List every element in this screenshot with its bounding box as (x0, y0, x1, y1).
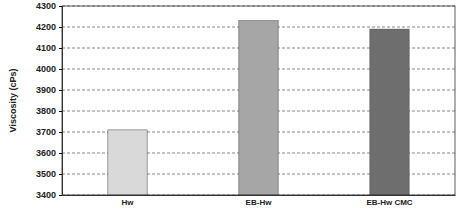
y-tick: 4000 (36, 64, 62, 74)
grid (62, 6, 455, 195)
y-tick: 3400 (36, 190, 62, 200)
x-tick-label: Hw (122, 198, 135, 207)
plot: 3400 3500 3600 3700 3800 3900 4000 4100 4200 4300… (36, 1, 456, 207)
bar (239, 21, 278, 195)
y-tick-mark (59, 174, 62, 175)
y-axis-line (59, 7, 63, 196)
y-tick-mark (59, 195, 62, 196)
bars (108, 21, 409, 195)
y-tick-mark (59, 69, 62, 70)
y-tick-label: 3800 (36, 106, 56, 116)
y-tick: 4200 (36, 22, 62, 32)
y-tick-mark (59, 111, 62, 112)
y-tick-mark (59, 6, 62, 7)
y-tick: 3900 (36, 85, 62, 95)
y-tick: 3800 (36, 106, 62, 116)
y-tick-label: 4300 (36, 1, 56, 11)
y-tick-mark (59, 153, 62, 154)
y-tick-label: 3700 (36, 127, 56, 137)
y-tick-mark (59, 90, 62, 91)
y-tick: 3600 (36, 148, 62, 158)
plot-frame (62, 6, 455, 195)
y-tick-mark (59, 27, 62, 28)
y-tick: 4300 (36, 1, 62, 11)
y-tick: 3700 (36, 127, 62, 137)
x-tick-label: EB-Hw CMC (366, 198, 412, 207)
y-axis-title: Viscosity (cPs) (8, 69, 18, 133)
y-tick-label: 3900 (36, 85, 56, 95)
bar (370, 29, 409, 195)
y-tick-label: 4200 (36, 22, 56, 32)
x-tick: EB-Hw CMC (366, 198, 412, 207)
x-axis-line (63, 195, 456, 196)
x-axis: Hw EB-Hw EB-Hw CMC (63, 196, 456, 208)
y-tick-label: 3600 (36, 148, 56, 158)
y-tick-label: 3400 (36, 190, 56, 200)
y-tick-label: 3500 (36, 169, 56, 179)
y-tick-mark (59, 132, 62, 133)
y-tick-mark (59, 48, 62, 49)
y-tick-label: 4100 (36, 43, 56, 53)
y-tick: 4100 (36, 43, 62, 53)
y-tick: 3500 (36, 169, 62, 179)
y-axis: 3400 3500 3600 3700 3800 3900 4000 4100 4200 4300 (36, 1, 63, 200)
x-tick-label: EB-Hw (246, 198, 273, 207)
bar (108, 130, 147, 195)
x-tick: EB-Hw (246, 198, 273, 207)
x-tick: Hw (122, 198, 135, 207)
chart: 3400 3500 3600 3700 3800 3900 4000 4100 4200 4300… (0, 0, 465, 215)
y-tick-label: 4000 (36, 64, 56, 74)
